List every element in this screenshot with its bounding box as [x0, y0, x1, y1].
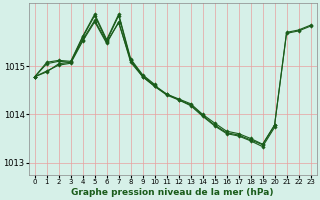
X-axis label: Graphe pression niveau de la mer (hPa): Graphe pression niveau de la mer (hPa): [71, 188, 274, 197]
